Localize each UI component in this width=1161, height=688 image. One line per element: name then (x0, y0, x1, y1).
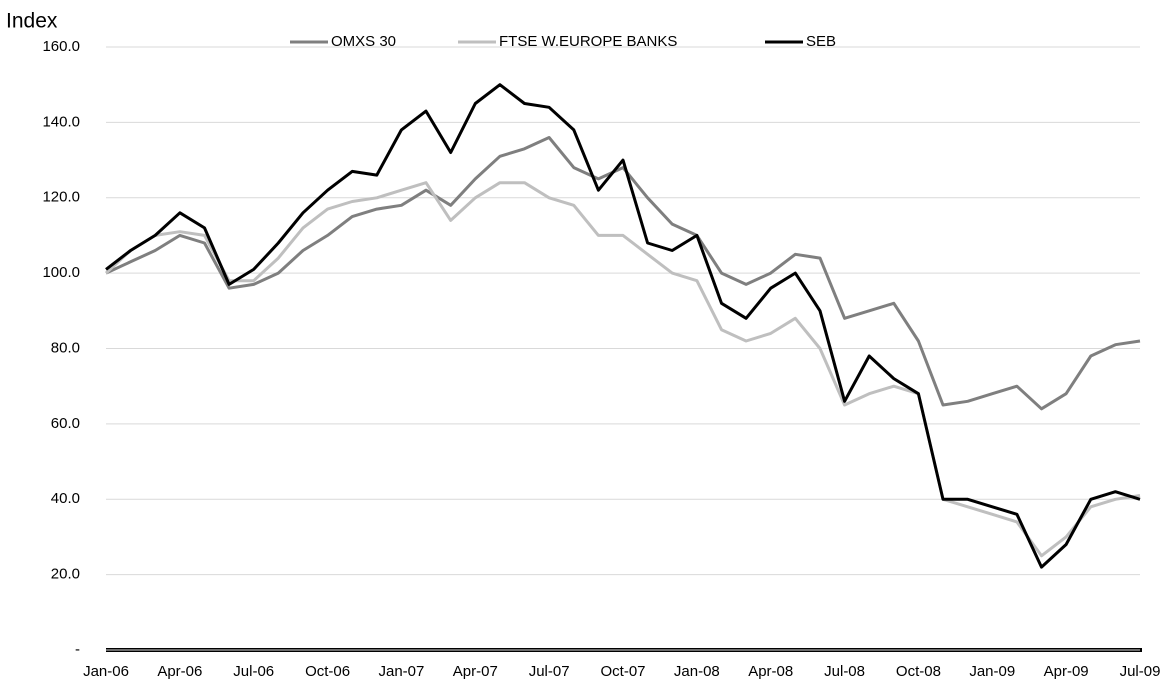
y-tick-label: 20.0 (51, 566, 80, 583)
legend-label: FTSE W.EUROPE BANKS (499, 33, 677, 50)
x-tick-label: Jan-09 (969, 663, 1015, 680)
x-tick-label: Apr-09 (1044, 663, 1089, 680)
x-tick-label: Apr-07 (453, 663, 498, 680)
x-tick-label: Jul-06 (233, 663, 274, 680)
series-line (105, 83, 1141, 569)
y-tick-label: 120.0 (42, 189, 80, 206)
x-tick-label: Jul-09 (1120, 663, 1161, 680)
legend-label: OMXS 30 (331, 33, 396, 50)
y-tick-label: 40.0 (51, 490, 80, 507)
legend-label: SEB (806, 33, 836, 50)
x-tick-label: Jan-08 (674, 663, 720, 680)
series-line (104, 181, 1141, 558)
y-tick-label: 80.0 (51, 339, 80, 356)
y-axis-label: Index (6, 10, 58, 33)
x-tick-label: Oct-06 (305, 663, 350, 680)
x-tick-label: Jan-06 (83, 663, 129, 680)
y-tick-label: 160.0 (42, 38, 80, 55)
y-tick-label: - (75, 641, 80, 658)
x-tick-label: Jan-07 (378, 663, 424, 680)
x-tick-label: Oct-07 (600, 663, 645, 680)
y-tick-label: 140.0 (42, 113, 80, 130)
x-tick-label: Apr-08 (748, 663, 793, 680)
x-tick-label: Oct-08 (896, 663, 941, 680)
x-tick-label: Jul-07 (529, 663, 570, 680)
x-tick-label: Jul-08 (824, 663, 865, 680)
series-line (105, 136, 1141, 411)
y-tick-label: 100.0 (42, 264, 80, 281)
x-tick-label: Apr-06 (157, 663, 202, 680)
y-tick-label: 60.0 (51, 415, 80, 432)
